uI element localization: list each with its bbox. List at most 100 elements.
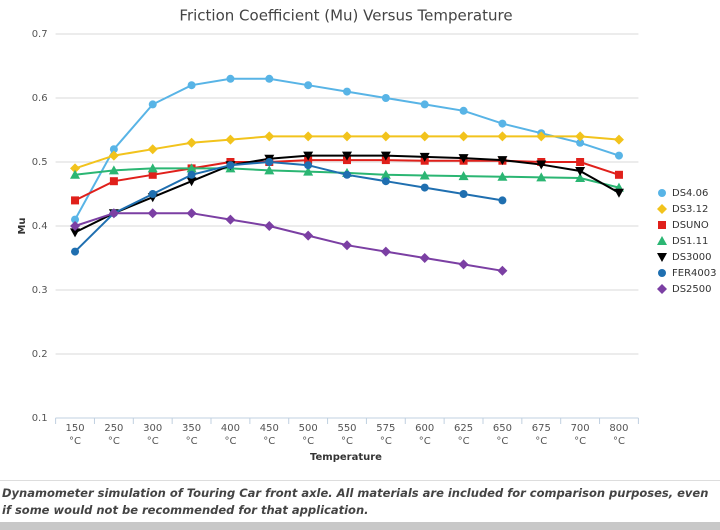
point xyxy=(497,131,508,142)
point xyxy=(108,165,119,175)
x-tick-label: 500 °C xyxy=(299,423,318,447)
point xyxy=(187,81,196,90)
legend-label: FER4003 xyxy=(672,268,716,279)
legend-label: DS1.11 xyxy=(672,236,708,247)
x-tick-label-line: 700 xyxy=(571,423,590,434)
point xyxy=(264,165,275,175)
point xyxy=(575,173,586,182)
point xyxy=(148,100,157,109)
point xyxy=(575,131,586,142)
x-tick-label-line: 150 xyxy=(65,423,84,434)
point xyxy=(186,137,197,148)
point xyxy=(148,190,157,198)
point xyxy=(303,131,314,142)
x-tick-label: 550 °C xyxy=(337,423,356,447)
point xyxy=(497,171,508,181)
x-tick-label-line: 625 xyxy=(454,423,473,434)
x-tick-label: 625 °C xyxy=(454,423,473,447)
point xyxy=(536,160,547,170)
x-tick-label-line: °C xyxy=(380,436,392,447)
x-tick-label: 350 °C xyxy=(182,423,201,447)
x-tick-label-line: °C xyxy=(263,436,275,447)
point xyxy=(575,166,586,176)
x-tick-label-line: 650 xyxy=(493,423,512,434)
caption: Dynamometer simulation of Touring Car fr… xyxy=(0,480,720,523)
x-tick-label: 450 °C xyxy=(260,423,279,447)
point xyxy=(658,189,666,197)
point xyxy=(187,170,196,179)
point xyxy=(614,151,623,160)
point xyxy=(109,145,118,154)
x-tick-label-line: 350 xyxy=(182,423,201,434)
point xyxy=(303,151,314,161)
point xyxy=(458,154,469,164)
x-tick-label-line: 550 xyxy=(337,423,356,434)
point xyxy=(226,74,235,83)
x-tick-label-line: °C xyxy=(302,436,314,447)
point xyxy=(458,171,469,181)
point xyxy=(108,208,119,219)
point xyxy=(419,152,430,162)
point xyxy=(186,163,197,173)
point xyxy=(147,208,158,219)
x-tick-label: 250 °C xyxy=(104,423,123,447)
x-tick-label: 675 °C xyxy=(532,423,551,447)
point xyxy=(576,158,585,166)
x-tick-label-line: 300 xyxy=(143,423,162,434)
point xyxy=(419,253,430,263)
point xyxy=(381,94,390,102)
legend-label: DS3000 xyxy=(672,252,712,263)
point xyxy=(380,151,391,161)
point xyxy=(225,134,236,145)
point xyxy=(498,196,507,205)
x-tick-label-line: °C xyxy=(574,436,586,447)
point xyxy=(657,284,667,294)
legend-label: DS2500 xyxy=(672,284,712,295)
point xyxy=(304,81,313,90)
point xyxy=(147,144,158,155)
point xyxy=(380,169,391,179)
point xyxy=(342,240,352,251)
point xyxy=(226,161,235,170)
point xyxy=(304,161,313,170)
point xyxy=(420,100,429,109)
y-axis-label: Mu xyxy=(17,217,28,234)
y-tick-label: 0.4 xyxy=(32,221,48,232)
point xyxy=(343,87,351,96)
x-tick-label-line: 800 xyxy=(609,423,628,434)
point xyxy=(71,215,80,224)
point xyxy=(71,196,80,205)
x-tick-label-line: 400 xyxy=(221,423,240,434)
point xyxy=(657,236,667,245)
y-tick-label: 0.5 xyxy=(32,157,48,168)
x-tick-label: 300 °C xyxy=(143,423,162,447)
point xyxy=(419,170,430,180)
point xyxy=(109,177,118,186)
point xyxy=(658,221,666,229)
point xyxy=(342,151,352,161)
x-tick-label-line: °C xyxy=(147,436,159,447)
bottom-bar xyxy=(0,522,720,530)
y-tick-label: 0.7 xyxy=(32,29,48,40)
point xyxy=(657,204,667,214)
point xyxy=(458,131,469,142)
x-tick-label-line: °C xyxy=(224,436,236,447)
y-tick-label: 0.2 xyxy=(32,349,48,360)
point xyxy=(613,188,624,198)
x-tick-label-line: °C xyxy=(535,436,547,447)
point xyxy=(614,170,623,179)
x-tick-label: 400 °C xyxy=(221,423,240,447)
point xyxy=(343,170,351,179)
x-tick-label: 150 °C xyxy=(65,423,84,447)
series-line xyxy=(74,212,503,272)
point xyxy=(342,131,352,142)
point xyxy=(70,169,81,179)
point xyxy=(536,172,547,182)
x-tick-label-line: 675 xyxy=(532,423,551,434)
point xyxy=(148,170,157,179)
point xyxy=(381,177,390,186)
point xyxy=(613,134,624,145)
point xyxy=(458,259,469,270)
point xyxy=(419,131,430,142)
series-line xyxy=(74,160,503,253)
